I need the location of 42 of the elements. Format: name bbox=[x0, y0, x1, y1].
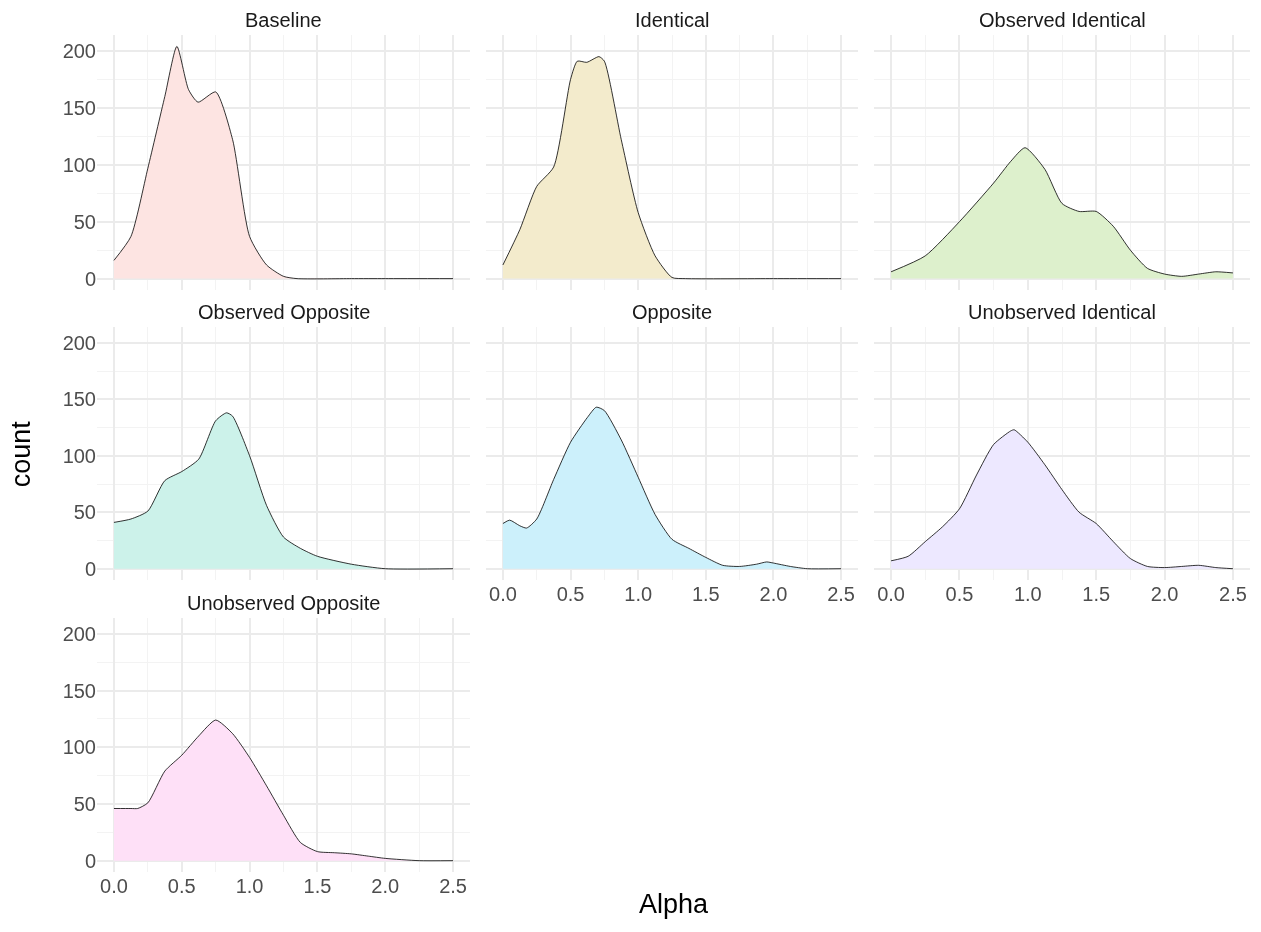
y-tick-label: 0 bbox=[84, 849, 96, 872]
chart-title: Unobserved Opposite bbox=[187, 592, 381, 614]
y-tick-label: 0 bbox=[84, 267, 96, 290]
y-tick-label: 50 bbox=[73, 210, 96, 233]
chart-title: Identical bbox=[635, 9, 710, 31]
y-tick-label: 150 bbox=[62, 96, 96, 119]
x-tick-label: 1.0 bbox=[1013, 583, 1042, 605]
x-tick-label: 1.0 bbox=[624, 583, 653, 605]
y-tick-label: 200 bbox=[62, 39, 96, 62]
y-tick-label: 200 bbox=[62, 331, 96, 354]
x-tick-label: 2.5 bbox=[1219, 583, 1247, 605]
x-tick-label: 0.5 bbox=[167, 875, 196, 897]
y-tick-label: 100 bbox=[62, 444, 96, 467]
x-tick-label: 2.5 bbox=[827, 583, 855, 605]
x-axis-title: Alpha bbox=[639, 889, 710, 919]
x-tick-label: 0.5 bbox=[945, 583, 974, 605]
chart-title: Unobserved Identical bbox=[968, 301, 1156, 323]
y-axis-title: count bbox=[6, 420, 37, 488]
x-tick-label: 1.5 bbox=[1082, 583, 1111, 605]
x-tick-label: 2.0 bbox=[759, 583, 788, 605]
x-tick-label: 2.0 bbox=[371, 875, 400, 897]
x-tick-label: 0.0 bbox=[489, 583, 517, 605]
x-tick-label: 1.5 bbox=[303, 875, 332, 897]
x-tick-label: 1.0 bbox=[235, 875, 264, 897]
y-tick-label: 100 bbox=[62, 736, 96, 759]
y-tick-label: 50 bbox=[73, 792, 96, 815]
x-tick-label: 2.0 bbox=[1150, 583, 1179, 605]
chart-title: Opposite bbox=[632, 301, 713, 323]
x-tick-label: 1.5 bbox=[691, 583, 720, 605]
x-tick-label: 0.0 bbox=[100, 875, 128, 897]
x-tick-label: 0.5 bbox=[556, 583, 585, 605]
y-tick-label: 0 bbox=[84, 557, 96, 580]
chart-title: Observed Opposite bbox=[198, 301, 371, 323]
y-tick-label: 150 bbox=[62, 679, 96, 702]
chart-title: Baseline bbox=[245, 9, 322, 31]
y-tick-label: 150 bbox=[62, 388, 96, 411]
chart-title: Observed Identical bbox=[979, 9, 1146, 31]
y-tick-label: 200 bbox=[62, 622, 96, 645]
y-tick-label: 50 bbox=[73, 501, 96, 524]
y-tick-label: 100 bbox=[62, 153, 96, 176]
x-tick-label: 0.0 bbox=[877, 583, 905, 605]
x-tick-label: 2.5 bbox=[439, 875, 467, 897]
